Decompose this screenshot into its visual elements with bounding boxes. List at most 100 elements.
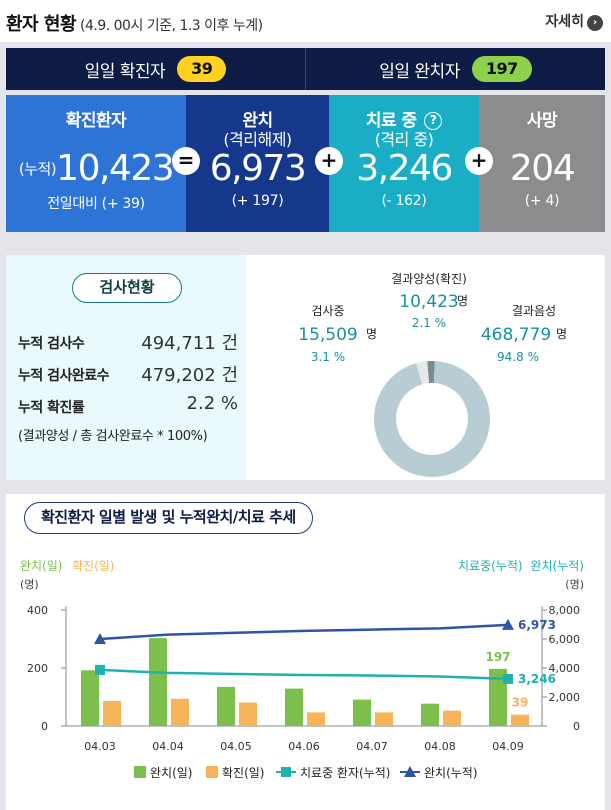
test-row: 누적 검사완료수 479,202 건 xyxy=(18,365,238,386)
daily-released: 일일 완치자 197 xyxy=(305,48,605,90)
bar-release-daily xyxy=(421,703,439,726)
donut-value-testing: 15,509 xyxy=(298,325,357,345)
deceased-change: (+ 4) xyxy=(524,193,560,209)
bar-confirm-daily xyxy=(511,714,529,726)
deceased-value: 204 xyxy=(509,148,576,189)
marker-isolated xyxy=(95,664,105,675)
legend-swatch xyxy=(134,766,146,778)
donut-slice-positive xyxy=(427,361,435,384)
donut-slice-negative xyxy=(374,361,490,477)
daily-confirmed: 일일 확진자 39 xyxy=(6,48,305,90)
annotation-isolated: 3,246 xyxy=(518,672,556,686)
legend-label: 치료중 환자(누적) xyxy=(300,766,390,780)
daily-confirmed-label: 일일 확진자 xyxy=(84,61,166,82)
left-tick-label: 0 xyxy=(41,720,48,733)
bar-confirm-daily xyxy=(103,701,121,726)
bar-release-daily xyxy=(217,686,235,726)
page-title: 환자 현황 (4.9. 00시 기준, 1.3 이후 누계) xyxy=(6,10,263,36)
confirmed-value: 10,423 xyxy=(56,148,174,189)
summary-boxes: 확진환자 (누적)10,423 전일대비 (+ 39) 완치 (격리해제) 6,… xyxy=(6,95,605,232)
released-label: 완치 xyxy=(242,111,273,131)
test-summary: 검사현황 누적 검사수 494,711 건 누적 검사완료수 479,202 건 누… xyxy=(6,255,246,480)
bar-confirm-daily xyxy=(171,698,189,726)
trend-chart: 완치(일) 확진(일) (명) 치료중(누적) 완치(누적) (명) 0 200 400 0 2,0… xyxy=(20,559,584,780)
marker-release xyxy=(502,618,514,630)
right-tick-label: 2,000 xyxy=(549,691,581,704)
bar-release-daily xyxy=(81,670,99,726)
right-axis-label-isolated: 치료중(누적) xyxy=(458,559,523,573)
x-tick-label: 04.06 xyxy=(288,740,320,753)
test-row-value: 494,711 건 xyxy=(141,333,238,354)
legend-label: 확진(일) xyxy=(222,766,264,780)
x-tick-label: 04.09 xyxy=(492,740,524,753)
donut-unit-positive: 명 xyxy=(457,294,468,308)
trend-panel: 확진환자 일별 발생 및 누적완치/치료 추세 완치(일) 확진(일) (명) 치료중… xyxy=(6,494,605,810)
annotation-confirm-daily: 39 xyxy=(512,696,529,710)
header-bar: 환자 현황 (4.9. 00시 기준, 1.3 이후 누계) 자세히 › xyxy=(0,0,611,42)
test-row-value: 2.2 % xyxy=(186,393,238,414)
confirmed-prefix: (누적) xyxy=(18,160,57,178)
isolated-change: (- 162) xyxy=(381,193,427,209)
equals-icon: = xyxy=(172,147,200,175)
donut-value-positive: 10,423 xyxy=(399,292,458,312)
marker-release xyxy=(94,633,106,644)
left-tick-label: 400 xyxy=(27,604,48,617)
legend-swatch xyxy=(206,766,218,778)
test-row: 누적 확진률 2.2 % xyxy=(18,393,238,417)
deceased-label: 사망 xyxy=(526,111,558,131)
help-icon[interactable]: ? xyxy=(424,112,443,130)
confirmed-value-row: (누적)10,423 xyxy=(6,149,186,189)
donut-label-negative: 결과음성 xyxy=(512,304,556,318)
isolated-value: 3,246 xyxy=(356,148,453,189)
right-tick-label: 4,000 xyxy=(549,662,581,675)
test-row-value: 479,202 건 xyxy=(141,365,238,386)
right-axis-label-release: 완치(누적) xyxy=(530,559,584,573)
right-tick-label: 0 xyxy=(573,720,580,733)
released-value: 6,973 xyxy=(209,148,307,189)
right-tick-label: 6,000 xyxy=(549,633,581,646)
released-change: (+ 197) xyxy=(231,193,284,209)
more-button[interactable]: 자세히 › xyxy=(545,11,603,31)
daily-confirmed-badge: 39 xyxy=(177,56,227,82)
bar-confirm-daily xyxy=(375,712,393,726)
donut-label-testing: 검사중 xyxy=(311,304,344,318)
left-axis-label-confirm: 확진(일) xyxy=(72,559,114,573)
released-sub: (격리해제) xyxy=(223,130,292,149)
donut-pct-testing: 3.1 % xyxy=(311,350,345,364)
isolated-box: 치료 중 ? (격리 중) 3,246 (- 162) xyxy=(329,95,479,232)
line-release-cumulative xyxy=(99,623,509,641)
test-note: (결과양성 / 총 검사완료수 * 100%) xyxy=(18,429,208,444)
confirmed-box: 확진환자 (누적)10,423 전일대비 (+ 39) xyxy=(6,95,186,232)
right-tick-label: 8,000 xyxy=(549,604,581,617)
bar-release-daily xyxy=(149,638,167,726)
isolated-header: 치료 중 ? xyxy=(329,111,479,131)
confirmed-label: 확진환자 xyxy=(65,111,127,131)
isolated-sub: (격리 중) xyxy=(374,130,434,149)
donut-pct-positive: 2.1 % xyxy=(412,316,446,330)
left-axis-unit: (명) xyxy=(20,578,39,591)
more-label: 자세히 xyxy=(545,14,584,30)
daily-bar: 일일 확진자 39 일일 완치자 197 xyxy=(6,48,605,90)
x-tick-label: 04.05 xyxy=(220,740,252,753)
donut-unit-testing: 명 xyxy=(366,327,377,341)
legend-label: 완치(일) xyxy=(150,766,192,780)
donut-unit-negative: 명 xyxy=(556,327,567,341)
bar-release-daily xyxy=(489,668,507,726)
annotation-release-cumulative: 6,973 xyxy=(518,618,556,632)
annotation-release-daily: 197 xyxy=(485,650,510,664)
page-subtitle: (4.9. 00시 기준, 1.3 이후 누계) xyxy=(80,18,263,34)
daily-released-label: 일일 완치자 xyxy=(379,61,460,82)
isolated-label: 치료 중 xyxy=(365,111,417,131)
test-badge: 검사현황 xyxy=(72,273,182,303)
bar-release-daily xyxy=(353,699,371,726)
x-tick-label: 04.08 xyxy=(424,740,456,753)
plus-icon: + xyxy=(315,147,343,175)
donut-pct-negative: 94.8 % xyxy=(497,350,539,364)
bar-confirm-daily xyxy=(443,710,461,726)
chevron-right-icon: › xyxy=(587,15,603,31)
bar-release-daily xyxy=(285,688,303,726)
page-title-text: 환자 현황 xyxy=(6,14,77,35)
trend-badge: 확진환자 일별 발생 및 누적완치/치료 추세 xyxy=(24,502,313,534)
legend-label: 완치(누적) xyxy=(424,766,478,780)
right-axis-unit: (명) xyxy=(565,578,584,591)
